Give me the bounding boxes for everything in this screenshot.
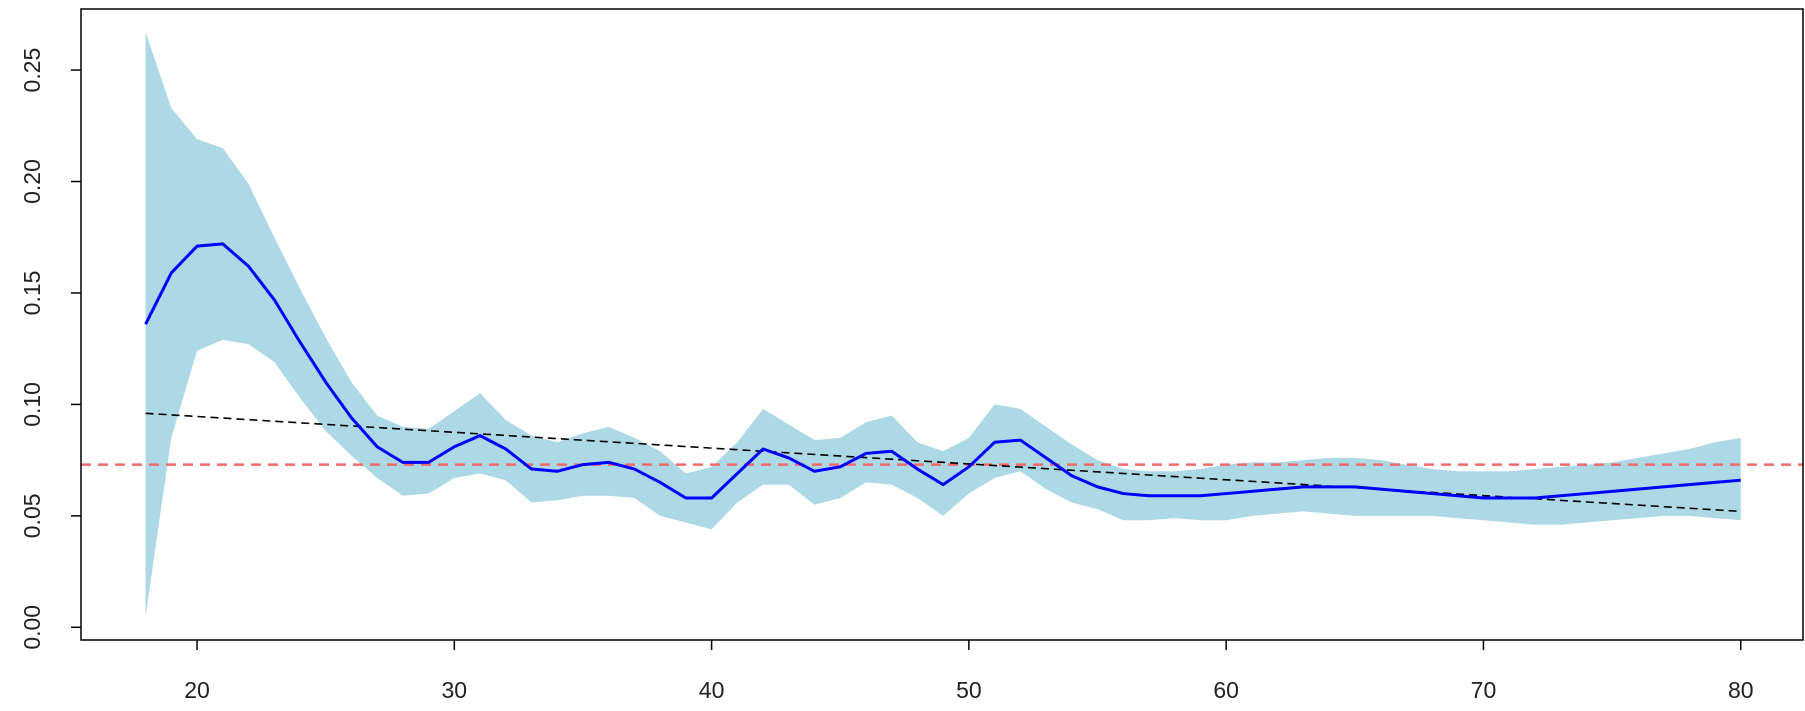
x-tick-label: 70: [1471, 677, 1497, 703]
y-tick-label: 0.00: [19, 605, 45, 650]
x-tick-label: 60: [1213, 677, 1239, 703]
y-tick-label: 0.05: [19, 493, 45, 538]
trend-line: [145, 412, 1741, 513]
series-line: [144, 242, 1741, 500]
y-tick-label: 0.20: [19, 159, 45, 204]
x-tick-label: 20: [184, 677, 210, 703]
plot-frame: [80, 8, 1804, 641]
confidence-band: [145, 32, 1741, 617]
x-tick-label: 40: [699, 677, 725, 703]
x-tick-label: 30: [442, 677, 468, 703]
y-tick-label: 0.15: [19, 271, 45, 316]
y-tick-label: 0.10: [19, 382, 45, 427]
x-tick-label: 50: [956, 677, 982, 703]
x-tick-label: 80: [1728, 677, 1754, 703]
y-tick-label: 0.25: [19, 48, 45, 93]
